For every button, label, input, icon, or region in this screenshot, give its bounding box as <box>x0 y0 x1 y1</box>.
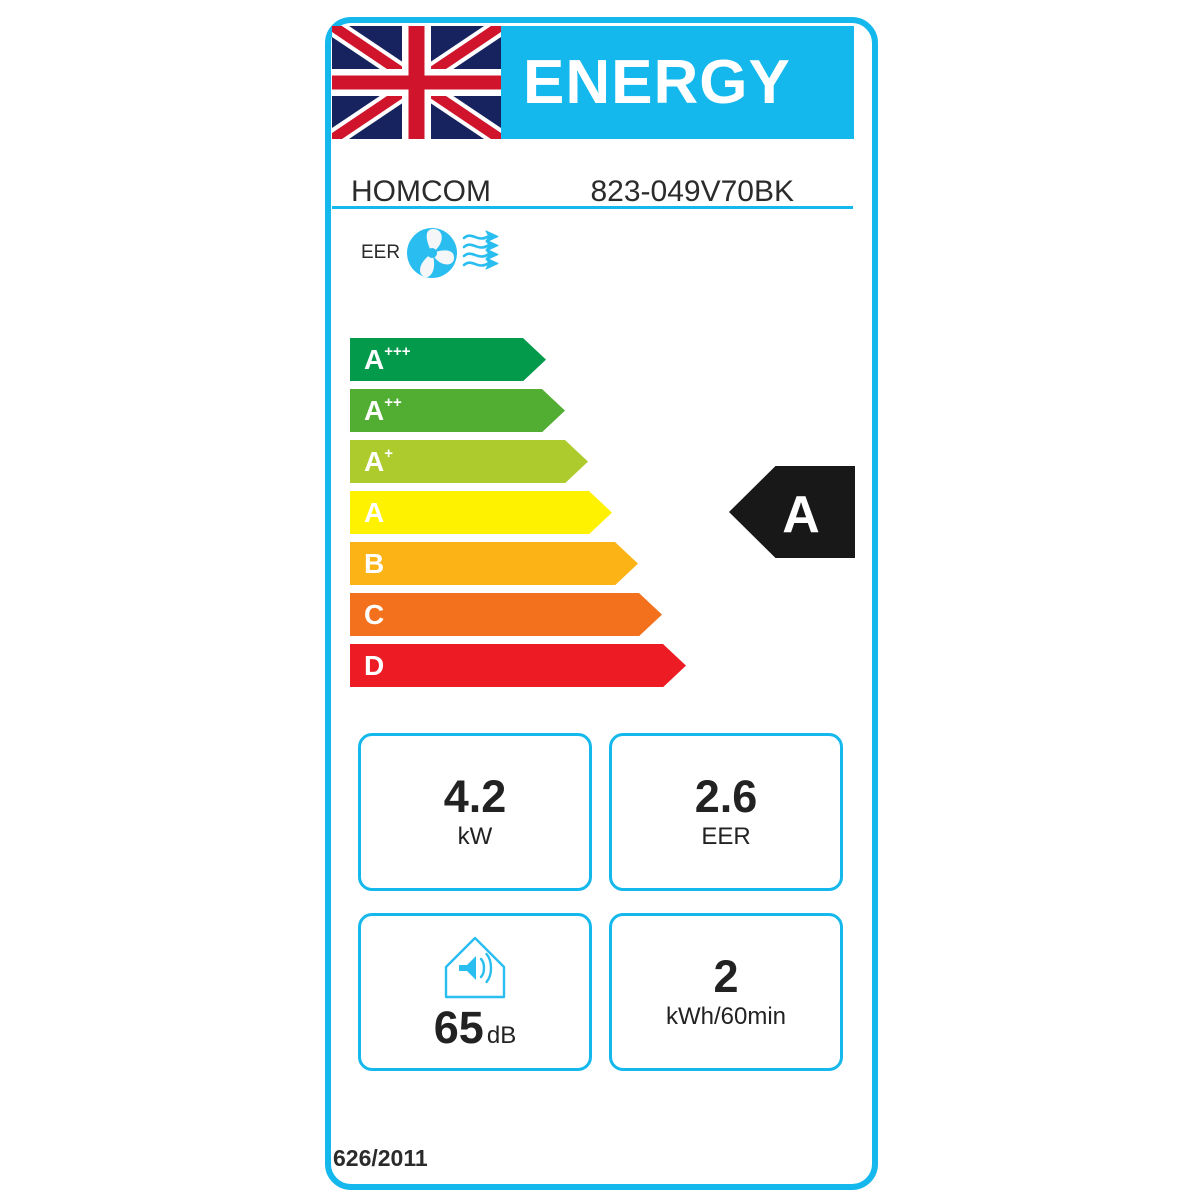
svg-text:A: A <box>782 486 820 544</box>
